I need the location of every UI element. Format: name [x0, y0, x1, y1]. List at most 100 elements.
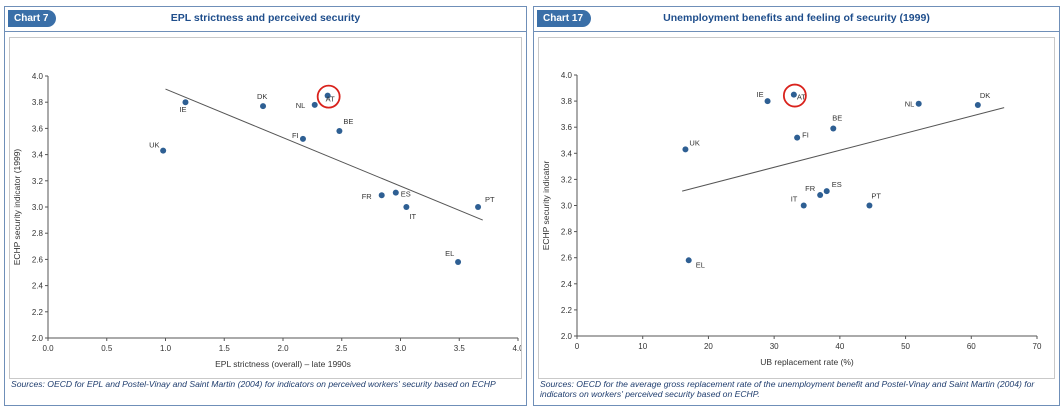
data-label-nl: NL — [905, 100, 915, 109]
trend-line — [682, 107, 1005, 192]
data-point-at — [790, 91, 797, 98]
x-tick-label: 4.0 — [512, 344, 521, 353]
y-tick-label: 3.4 — [561, 149, 573, 158]
plot-area: 0 10 20 30 40 50 60 70 2.0 2.2 2.4 2.6 2.8 3.0 3.2 3.4 3… — [538, 37, 1055, 379]
chart-tag: Chart 7 — [8, 10, 57, 27]
data-point-pt — [475, 204, 482, 210]
data-label-pt: PT — [485, 195, 495, 204]
data-label-be: BE — [343, 117, 353, 126]
data-label-dk: DK — [980, 91, 990, 100]
y-tick-label: 3.8 — [32, 98, 44, 107]
data-label-uk: UK — [689, 138, 699, 147]
chart-title: EPL strictness and perceived security — [170, 12, 361, 24]
x-tick-label: 10 — [638, 342, 647, 351]
data-label-at: AT — [797, 93, 806, 102]
y-tick-label: 2.2 — [32, 308, 44, 317]
data-label-nl: NL — [296, 101, 306, 110]
chart-header: Chart 17 Unemployment benefits and feeli… — [534, 7, 1059, 32]
data-point-ie — [182, 99, 189, 106]
chart-tag: Chart 17 — [537, 10, 592, 27]
y-tick-label: 2.4 — [32, 282, 44, 291]
x-tick-label: 60 — [967, 342, 976, 351]
y-tick-label: 2.6 — [32, 255, 44, 264]
x-tick-label: 0 — [575, 342, 580, 351]
x-tick-label: 0.0 — [42, 344, 54, 353]
chart-title: Unemployment benefits and feeling of sec… — [663, 12, 930, 24]
x-tick-label: 1.0 — [160, 344, 172, 353]
x-tick-label: 3.0 — [395, 344, 407, 353]
y-axis-label: ECHP security indicator — [541, 161, 551, 251]
y-tick-label: 3.8 — [561, 97, 573, 106]
x-axis-label: EPL strictness (overall) – late 1990s — [215, 359, 351, 369]
x-tick-label: 20 — [704, 342, 713, 351]
y-tick-label: 3.2 — [32, 177, 44, 186]
data-point-el — [685, 257, 692, 264]
data-point-fi — [299, 135, 306, 142]
data-point-be — [336, 128, 343, 135]
data-point-nl — [311, 101, 318, 108]
y-axis-label: ECHP security indicator (1999) — [12, 149, 22, 266]
data-point-el — [455, 259, 462, 266]
data-label-el: EL — [696, 260, 705, 269]
data-point-es — [392, 189, 399, 196]
chart-panel-ub: Chart 17 Unemployment benefits and feeli… — [533, 6, 1060, 406]
x-tick-label: 2.0 — [277, 344, 289, 353]
data-point-fr — [817, 192, 824, 199]
x-tick-label: 70 — [1033, 342, 1042, 351]
data-label-fi: FI — [802, 131, 809, 140]
scatter-chart-ub: 0 10 20 30 40 50 60 70 2.0 2.2 2.4 2.6 2.8 3.0 3.2 3.4 3… — [541, 71, 1042, 367]
chart-header: Chart 7 EPL strictness and perceived sec… — [5, 7, 526, 32]
chart-panel-epl: Chart 7 EPL strictness and perceived sec… — [4, 6, 527, 406]
data-point-dk — [974, 102, 981, 109]
highlight-circle — [316, 84, 341, 109]
y-tick-label: 3.6 — [561, 123, 573, 132]
y-tick-label: 2.0 — [561, 332, 573, 341]
y-tick-label: 2.6 — [561, 254, 573, 263]
data-label-be: BE — [832, 114, 842, 123]
x-tick-label: 3.5 — [454, 344, 466, 353]
data-point-fr — [378, 192, 385, 199]
data-point-uk — [682, 146, 689, 153]
data-label-ie: IE — [757, 90, 764, 99]
y-tick-label: 2.8 — [561, 228, 573, 237]
data-label-es: ES — [832, 180, 842, 189]
data-point-fi — [794, 134, 801, 141]
trend-line — [165, 88, 483, 221]
data-label-el: EL — [445, 249, 454, 258]
data-point-pt — [866, 202, 873, 209]
highlight-circle — [782, 83, 807, 108]
y-tick-label: 2.4 — [561, 280, 573, 289]
data-point-be — [830, 125, 837, 132]
y-tick-label: 3.4 — [32, 151, 44, 160]
data-point-at — [324, 92, 331, 99]
data-label-dk: DK — [257, 92, 267, 101]
plot-area: 0.0 0.5 1.0 1.5 2.0 2.5 3.0 3.5 4.0 2.0 2.2 2.4 2.6 2… — [9, 37, 522, 379]
x-axis-label: UB replacement rate (%) — [760, 357, 854, 367]
y-tick-label: 4.0 — [561, 71, 573, 80]
scatter-chart-epl: 0.0 0.5 1.0 1.5 2.0 2.5 3.0 3.5 4.0 2.0 2.2 2.4 2.6 2… — [12, 72, 521, 369]
y-tick-label: 4.0 — [32, 72, 44, 81]
data-label-uk: UK — [149, 141, 159, 150]
data-point-uk — [160, 147, 167, 154]
data-label-it: IT — [791, 195, 798, 204]
data-label-pt: PT — [871, 192, 881, 201]
y-tick-label: 3.2 — [561, 175, 573, 184]
x-tick-label: 1.5 — [219, 344, 231, 353]
data-label-es: ES — [401, 190, 411, 199]
data-point-ie — [764, 98, 771, 105]
x-tick-label: 0.5 — [101, 344, 113, 353]
data-point-nl — [915, 100, 922, 107]
data-point-it — [800, 202, 807, 209]
data-point-es — [823, 188, 830, 195]
x-tick-label: 2.5 — [336, 344, 348, 353]
data-label-fr: FR — [362, 192, 373, 201]
data-label-it: IT — [409, 212, 416, 221]
data-point-dk — [260, 103, 267, 110]
data-label-ie: IE — [179, 105, 186, 114]
y-tick-label: 3.0 — [32, 203, 44, 212]
y-tick-label: 2.2 — [561, 306, 573, 315]
chart-source: Sources: OECD for the average gross repl… — [540, 379, 1035, 399]
data-point-it — [403, 204, 410, 210]
chart-source: Sources: OECD for EPL and Postel-Vinay a… — [11, 379, 496, 389]
x-tick-label: 50 — [901, 342, 910, 351]
